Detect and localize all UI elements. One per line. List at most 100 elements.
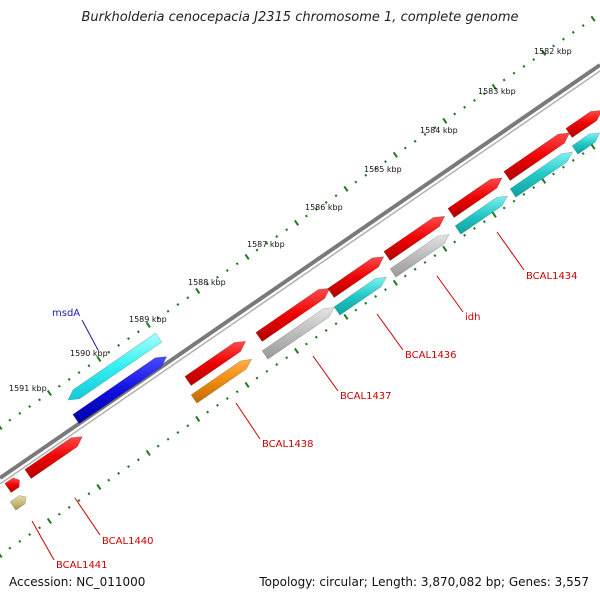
inner-tick — [57, 512, 61, 516]
outer-tick — [176, 303, 180, 307]
inner-tick — [482, 220, 486, 224]
inner-tick — [392, 279, 398, 286]
inner-tick — [473, 226, 476, 230]
inner-tick — [255, 376, 259, 380]
gene-arrow-bcal1436-top — [327, 256, 385, 298]
outer-tick — [145, 321, 151, 328]
gene-layer — [4, 110, 600, 511]
inner-tick — [413, 267, 417, 271]
outer-tick — [324, 200, 328, 204]
outer-tick — [334, 194, 338, 198]
gene-arrow-edge-top — [565, 110, 600, 138]
outer-tick — [186, 296, 190, 300]
inner-tick — [195, 415, 201, 422]
inner-tick — [433, 254, 437, 258]
inner-tick — [384, 288, 387, 292]
gene-arrow-bcal1441-low — [9, 495, 27, 511]
outer-tick — [532, 58, 536, 62]
backbone-line — [0, 63, 600, 480]
inner-tick — [127, 465, 130, 469]
gene-arrow-bcal1434 — [454, 195, 508, 235]
inner-tick — [374, 294, 378, 298]
backbone-layer — [0, 63, 600, 485]
outer-tick — [117, 343, 121, 347]
outer-tick — [581, 24, 585, 28]
inner-tick — [502, 206, 506, 210]
inner-tick — [453, 240, 457, 244]
outer-tick — [195, 287, 201, 294]
inner-tick — [403, 274, 407, 278]
tick-layer — [0, 15, 596, 559]
outer-tick — [561, 37, 565, 41]
inner-tick — [176, 431, 180, 435]
tick-label: 1588 kbp — [188, 278, 226, 287]
outer-tick — [216, 275, 219, 279]
inner-tick — [590, 143, 596, 150]
tick-label: 1584 kbp — [420, 126, 458, 135]
outer-tick — [502, 78, 506, 82]
inner-tick — [87, 492, 91, 496]
outer-tick — [28, 405, 32, 409]
outer-tick — [225, 269, 229, 272]
inner-tick — [96, 483, 102, 490]
inner-tick — [186, 424, 190, 428]
accession-text: Accession: NC_011000 — [9, 575, 146, 589]
tick-label: 1582 kbp — [534, 47, 572, 56]
outer-tick — [413, 139, 417, 143]
gene-leader-line — [74, 497, 101, 536]
inner-tick — [442, 245, 448, 252]
outer-tick — [285, 228, 289, 232]
gene-label: msdA — [52, 308, 80, 319]
outer-tick — [57, 384, 61, 388]
inner-tick — [294, 347, 300, 354]
outer-tick — [314, 207, 318, 211]
outer-tick — [255, 248, 259, 252]
outer-tick — [206, 282, 210, 286]
inner-tick — [354, 308, 358, 312]
tick-label: 1590 kbp — [70, 349, 108, 358]
outer-tick — [403, 146, 407, 150]
gene-arrow-bcal1438-top — [184, 340, 247, 386]
inner-tick — [166, 437, 170, 441]
gene-arrow-bcal1441 — [4, 477, 20, 493]
outer-tick — [294, 219, 300, 226]
gene-arrow-bcal1434-top — [447, 177, 503, 218]
outer-tick — [67, 377, 71, 381]
inner-tick — [324, 328, 328, 332]
outer-tick — [541, 49, 547, 56]
gene-label: BCAL1434 — [526, 271, 578, 282]
gene-arrow-bcal1437 — [261, 306, 335, 360]
outer-tick — [18, 411, 22, 415]
outer-tick — [463, 105, 467, 109]
inner-tick — [343, 313, 349, 320]
gene-arrow-bcal1438 — [190, 358, 253, 404]
backbone-shadow — [0, 70, 600, 485]
inner-tick — [265, 369, 269, 373]
gene-leader-line — [235, 402, 261, 440]
outer-tick — [473, 98, 476, 102]
inner-tick — [314, 335, 318, 339]
inner-tick — [512, 199, 516, 203]
outer-tick — [442, 117, 448, 124]
outer-tick — [304, 214, 308, 218]
gene-arrow-idh — [389, 234, 450, 278]
inner-tick — [561, 165, 565, 169]
gene-arrow-bcal1437-top — [255, 287, 331, 342]
label-layer: 1582 kbp 1583 kbp 1584 kbp 1585 kbp 1586 kbp… — [9, 47, 578, 571]
outer-tick — [384, 160, 387, 164]
tick-label: 1589 kbp — [129, 315, 167, 324]
gene-leader-line — [312, 355, 339, 392]
outer-tick — [235, 262, 239, 266]
gene-label: BCAL1441 — [56, 560, 108, 571]
inner-tick — [581, 152, 585, 156]
inner-tick — [491, 211, 497, 218]
inner-tick — [522, 192, 526, 196]
outer-tick — [453, 112, 457, 116]
gene-arrow-msda — [67, 332, 163, 401]
inner-tick — [225, 397, 229, 400]
inner-tick — [18, 539, 22, 543]
gene-label: BCAL1436 — [405, 350, 457, 361]
outer-tick — [374, 166, 378, 170]
topology-text: Topology: circular; Length: 3,870,082 bp… — [259, 575, 589, 589]
